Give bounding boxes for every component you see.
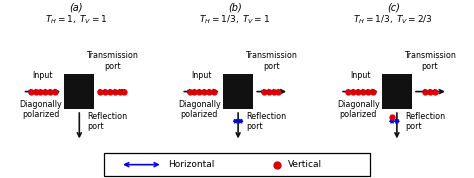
Text: (c): (c): [387, 3, 400, 13]
Bar: [382, 74, 412, 109]
Text: Input: Input: [33, 71, 53, 80]
Text: Input: Input: [350, 71, 371, 80]
Text: Vertical: Vertical: [287, 160, 321, 169]
Bar: [223, 74, 253, 109]
Text: Transmission
port: Transmission port: [404, 51, 456, 71]
Text: Reflection
port: Reflection port: [87, 112, 128, 131]
Text: $T_H = 1/3,\; T_V = 1$: $T_H = 1/3,\; T_V = 1$: [199, 13, 270, 26]
Text: Horizontal: Horizontal: [168, 160, 214, 169]
Text: Diagonally
polarized: Diagonally polarized: [19, 100, 62, 119]
Text: Transmission
port: Transmission port: [245, 51, 297, 71]
Text: (b): (b): [228, 3, 242, 13]
FancyBboxPatch shape: [104, 153, 370, 176]
Text: Diagonally
polarized: Diagonally polarized: [178, 100, 221, 119]
Text: Diagonally
polarized: Diagonally polarized: [337, 100, 380, 119]
Bar: [64, 74, 94, 109]
Text: Input: Input: [191, 71, 212, 80]
Text: $T_H = 1/3,\; T_V = 2/3$: $T_H = 1/3,\; T_V = 2/3$: [354, 13, 433, 26]
Text: Transmission
port: Transmission port: [86, 51, 138, 71]
Text: $T_H = 1,\; T_V = 1$: $T_H = 1,\; T_V = 1$: [45, 13, 107, 26]
Text: (a): (a): [69, 3, 82, 13]
Text: Reflection
port: Reflection port: [246, 112, 286, 131]
Text: Reflection
port: Reflection port: [405, 112, 445, 131]
